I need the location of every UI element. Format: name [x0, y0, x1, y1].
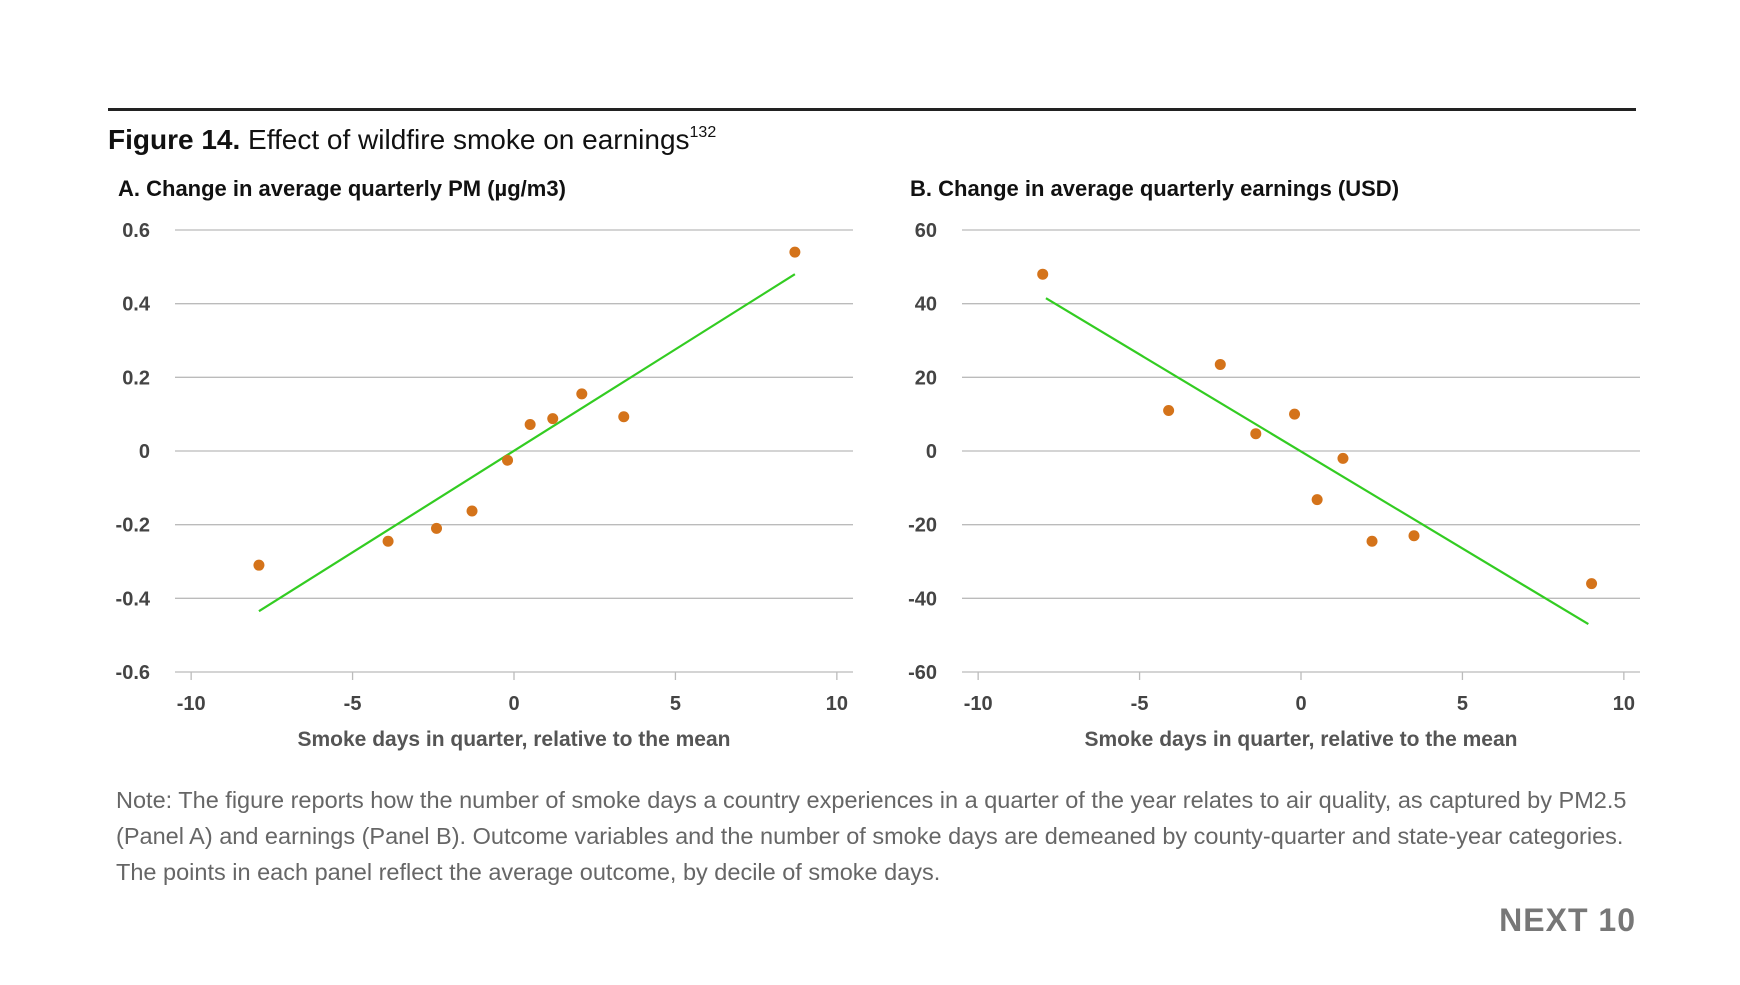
- panel-b-x-tick-label: 5: [1457, 693, 1468, 715]
- panel-a-y-tick-label: 0.6: [122, 220, 150, 242]
- panel-b-x-tick-label: -10: [964, 693, 993, 715]
- panel-a-y-tick-label: -0.6: [116, 662, 150, 684]
- panel-b-data-point: [1337, 452, 1349, 464]
- panel-b-x-axis-title: Smoke days in quarter, relative to the m…: [1085, 728, 1518, 751]
- panel-a-y-tick-label: -0.4: [116, 588, 151, 610]
- panel-a-data-point: [547, 413, 559, 425]
- panel-a-x-axis-title: Smoke days in quarter, relative to the m…: [298, 728, 731, 751]
- panel-a-data-point: [576, 388, 588, 400]
- panel-a-x-tick-label: -10: [177, 693, 206, 715]
- panel-a-y-tick-label: 0.2: [122, 367, 150, 389]
- panel-a-data-point: [431, 522, 443, 534]
- panel-b-data-point: [1311, 494, 1323, 506]
- panel-b-x-tick-label: 10: [1613, 693, 1635, 715]
- figure-top-rule: [108, 108, 1636, 111]
- panel-a-x-tick-label: 0: [508, 693, 519, 715]
- panel-a-y-tick-label: 0: [139, 441, 150, 463]
- panel-b-data-point: [1214, 358, 1226, 370]
- panel-b-y-tick-label: 20: [915, 367, 937, 389]
- brand-logo: NEXT 10: [1499, 902, 1636, 938]
- panel-b-data-point: [1586, 578, 1598, 590]
- panel-a-y-tick-label: -0.2: [116, 515, 150, 537]
- panel-b-data-point: [1366, 535, 1378, 547]
- panel-b-y-tick-label: -20: [908, 515, 937, 537]
- charts-canvas: 0.6 0.4 0.2 0 -0.2 -0.4 -0.6 -10 -5 0 5 10 Smoke day…: [116, 220, 1640, 751]
- panel-a-fit-line: [258, 273, 796, 613]
- panel-a-x-tick-label: -5: [344, 693, 362, 715]
- panel-a-data-point: [382, 535, 394, 547]
- panel-a-data-point: [466, 505, 478, 517]
- panel-a-data-point: [789, 246, 801, 258]
- panel-b-fit-line: [1045, 297, 1589, 626]
- panel-b-y-tick-label: 40: [915, 294, 937, 316]
- panel-b-data-point: [1289, 408, 1301, 420]
- panel-a-x-tick-label: 10: [826, 693, 848, 715]
- panel-a-x-tick-label: 5: [670, 693, 681, 715]
- panel-b-y-tick-label: -40: [908, 588, 937, 610]
- panel-a-data-point: [502, 454, 514, 466]
- panel-b-y-tick-label: -60: [908, 662, 937, 684]
- panel-a-data-point: [253, 559, 265, 571]
- panel-b-data-point: [1250, 428, 1262, 440]
- panel-b-title: B. Change in average quarterly earnings …: [910, 176, 1400, 201]
- panel-b-x-tick-label: -5: [1131, 693, 1149, 715]
- figure-note: Note: The figure reports how the number …: [116, 787, 1627, 885]
- panel-a-data-point: [524, 418, 536, 430]
- panel-b-y-tick-label: 60: [915, 220, 937, 242]
- panel-b-data-point: [1163, 404, 1175, 416]
- figure-number: Figure 14.: [108, 124, 241, 155]
- panel-b-data-point: [1408, 530, 1420, 542]
- figure-footnote-ref: 132: [689, 124, 717, 141]
- panel-a-y-tick-label: 0.4: [122, 294, 151, 316]
- panel-a-data-point: [618, 411, 630, 423]
- figure-title: Figure 14. Effect of wildfire smoke on e…: [108, 124, 716, 156]
- panel-a-title: A. Change in average quarterly PM (µg/m3…: [118, 176, 566, 201]
- panel-b-data-point: [1037, 268, 1049, 280]
- panel-b-x-tick-label: 0: [1295, 693, 1306, 715]
- panel-b-y-tick-label: 0: [926, 441, 937, 463]
- figure-title-text: Effect of wildfire smoke on earnings: [248, 124, 690, 155]
